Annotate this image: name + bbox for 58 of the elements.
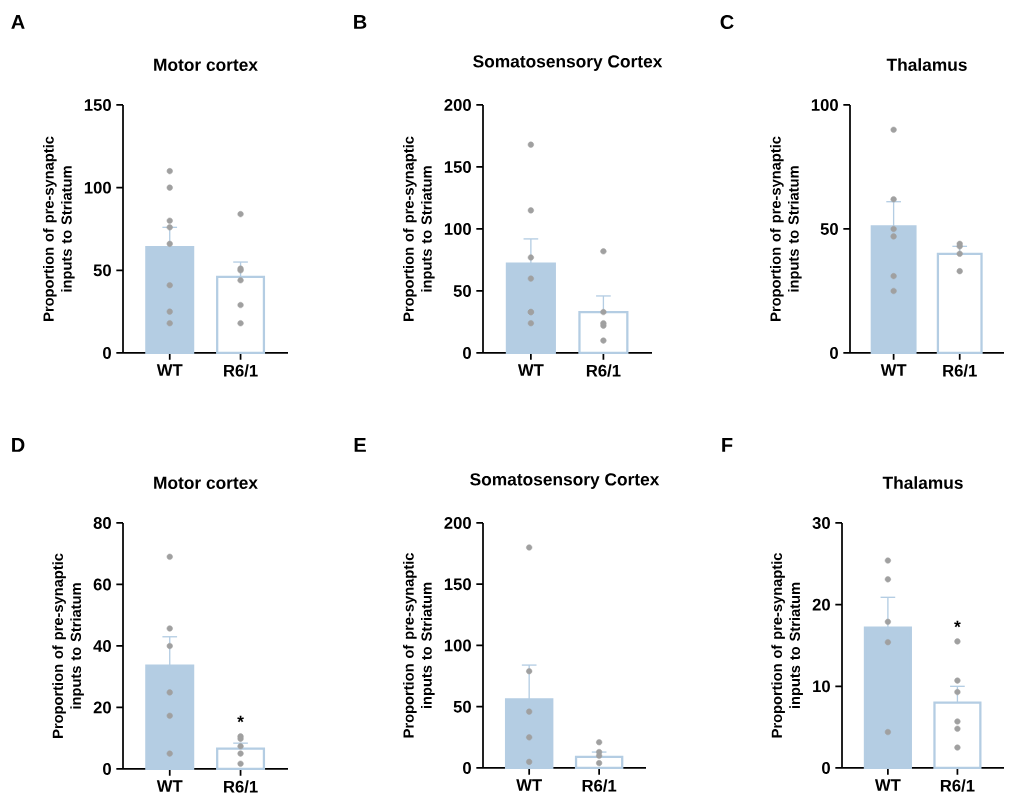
y-tick-label: 40 — [93, 640, 111, 652]
chart-title: Motor cortex — [154, 58, 258, 71]
y-tick-label: 0 — [463, 347, 471, 359]
chart-title: Thalamus — [886, 58, 967, 71]
y-tick-label: 60 — [93, 578, 111, 591]
y-tick-label: 50 — [93, 264, 111, 277]
y-tick-label: 0 — [103, 347, 111, 359]
y-tick-label: 10 — [813, 680, 830, 693]
y-tick-label: 100 — [444, 639, 471, 652]
y-tick-label: 50 — [453, 285, 471, 297]
y-axis-title: Proportion of pre-synaptic inputs to Striatum — [403, 553, 435, 738]
x-tick-label: WT — [874, 779, 901, 791]
x-tick-label: R6/1 — [224, 780, 258, 793]
chart-title: Somatosensory Cortex — [473, 55, 663, 71]
annotation: * — [237, 715, 244, 723]
x-tick-label: R6/1 — [586, 364, 621, 377]
y-tick-label: 20 — [812, 598, 830, 611]
y-tick-label: 100 — [811, 99, 838, 111]
x-tick-label: WT — [880, 364, 907, 376]
y-tick-label: 100 — [444, 223, 471, 235]
y-axis-title: Proportion of pre-synaptic inputs to Striatum — [52, 553, 84, 738]
y-tick-label: 0 — [103, 763, 111, 775]
y-tick-label: 80 — [93, 517, 111, 529]
text: D — [12, 438, 25, 452]
text: A — [11, 15, 25, 29]
chart-title: Thalamus — [882, 476, 963, 489]
y-axis-title: Proportion of pre-synaptic inputs to Striatum — [43, 136, 75, 321]
x-tick-label: R6/1 — [224, 364, 258, 377]
y-tick-label: 50 — [820, 223, 838, 235]
y-tick-label: 200 — [444, 99, 471, 111]
y-tick-label: 0 — [822, 762, 830, 774]
y-tick-label: 20 — [93, 701, 111, 714]
text: B — [354, 15, 367, 29]
y-tick-label: 0 — [463, 762, 471, 774]
y-tick-label: 200 — [444, 517, 471, 529]
y-tick-label: 150 — [444, 578, 471, 591]
y-tick-label: 50 — [453, 700, 471, 713]
y-tick-label: 100 — [84, 181, 111, 194]
y-axis-title: Proportion of pre-synaptic inputs to Striatum — [770, 136, 802, 321]
text: C — [720, 14, 734, 30]
y-axis-title: Proportion of pre-synaptic inputs to Striatum — [403, 136, 435, 321]
x-tick-label: R6/1 — [582, 779, 617, 792]
x-tick-label: WT — [156, 364, 183, 376]
x-tick-label: WT — [516, 779, 542, 791]
y-tick-label: 150 — [444, 161, 471, 173]
y-tick-label: 150 — [84, 99, 111, 111]
y-axis-title: Proportion of pre-synaptic inputs to Striatum — [771, 553, 803, 738]
chart-title: Somatosensory Cortex — [470, 473, 660, 489]
x-tick-label: WT — [156, 780, 183, 792]
x-tick-label: R6/1 — [940, 779, 975, 792]
text: E — [354, 438, 366, 452]
x-tick-label: R6/1 — [943, 364, 977, 377]
chart-title: Motor cortex — [154, 476, 258, 489]
text: F — [722, 438, 733, 452]
annotation: * — [954, 620, 961, 628]
y-tick-label: 0 — [830, 347, 838, 359]
x-tick-label: WT — [517, 364, 544, 376]
y-tick-label: 30 — [812, 517, 830, 529]
